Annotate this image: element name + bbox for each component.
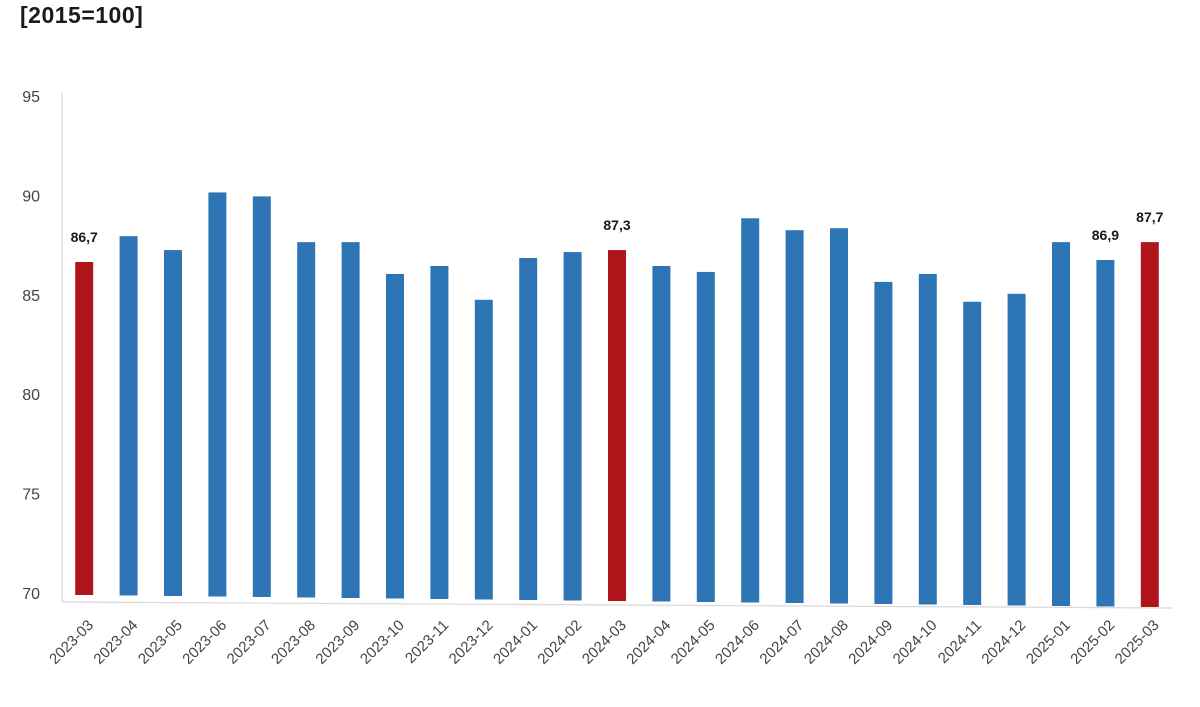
data-label: 86,7 [71,229,98,245]
bar [963,301,982,605]
bar [430,265,449,599]
y-tick-label: 80 [22,387,40,404]
bar [696,271,715,602]
bar [1052,242,1070,606]
x-tick-label: 2024-07 [756,617,807,668]
x-tick-label: 2025-01 [1023,617,1074,668]
data-label: 86,9 [1092,227,1119,243]
x-tick-label: 2024-05 [668,617,719,668]
y-tick-label: 85 [22,288,40,305]
bar-highlight [75,262,94,595]
data-label: 87,7 [1136,209,1163,225]
x-tick-label: 2024-03 [579,617,630,668]
data-labels: 86,7 87,3 86,9 87,7 [71,209,1164,245]
bar [652,265,671,602]
bar [164,250,182,597]
chart-title: [2015=100] [20,2,144,28]
bar [563,252,582,601]
bar-highlight [608,250,626,602]
y-tick-label: 70 [22,586,40,603]
x-tick-label: 2023-06 [179,617,230,668]
x-tick-label: 2024-09 [845,617,896,668]
x-tick-label: 2024-08 [801,617,852,668]
x-tick-label: 2024-01 [490,617,541,668]
x-tick-label: 2023-11 [402,617,452,667]
x-tick-label: 2023-04 [90,617,141,668]
data-label: 87,3 [603,217,630,233]
x-tick-label: 2023-05 [135,617,186,668]
bar [386,273,404,599]
bars [75,192,1159,607]
y-axis: 95 90 85 80 75 70 [22,89,63,603]
bar [341,242,360,598]
x-tick-label: 2024-12 [978,617,1029,668]
x-tick-label: 2024-04 [623,617,674,668]
x-tick-label: 2025-02 [1067,617,1118,668]
bar [785,230,804,604]
bar [741,218,760,603]
bar [918,273,937,605]
x-tick-label: 2023-08 [268,617,319,668]
bar [830,228,848,604]
bar-highlight [1140,242,1159,607]
x-axis: 2023-032023-042023-052023-062023-072023-… [46,601,1173,668]
bar [119,236,138,596]
x-tick-label: 2023-07 [224,617,275,668]
x-tick-label: 2023-12 [446,617,497,668]
x-tick-label: 2024-11 [935,617,985,667]
y-tick-label: 90 [22,188,40,205]
bar [252,196,271,597]
x-tick-label: 2024-10 [890,617,941,668]
bar [297,242,316,598]
bar [1007,293,1026,606]
x-tick-label: 2024-02 [534,617,585,668]
x-axis-line [61,601,1173,609]
bar [208,192,227,597]
x-tick-label: 2025-03 [1112,617,1163,668]
x-tick-label: 2023-10 [357,617,408,668]
x-tick-label: 2023-03 [46,617,97,668]
bar [519,258,538,600]
x-tick-label: 2023-09 [312,617,363,668]
bar [1096,260,1115,607]
x-tick-label: 2024-06 [712,617,763,668]
y-tick-label: 75 [22,487,40,504]
bar [874,281,893,604]
bar [474,299,493,600]
y-tick-label: 95 [22,89,40,106]
